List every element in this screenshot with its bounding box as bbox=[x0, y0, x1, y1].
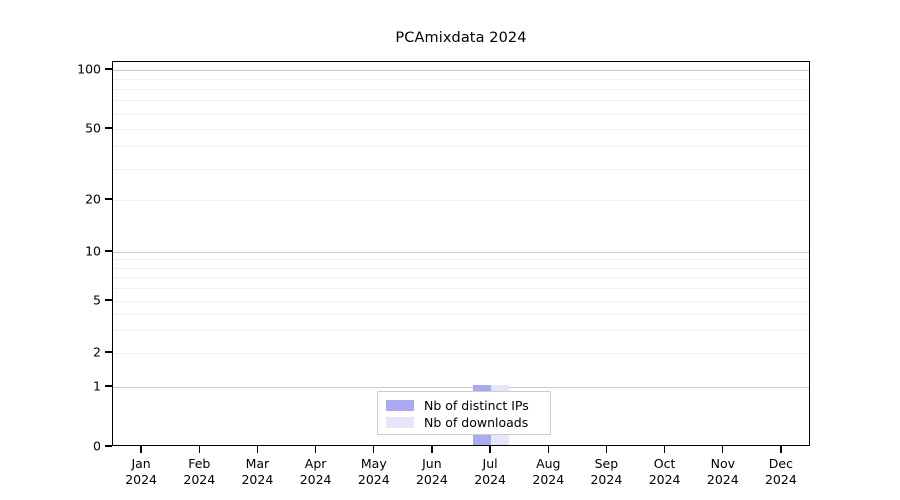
y-axis-tick-label: 2 bbox=[93, 344, 101, 360]
gridline-minor bbox=[113, 267, 809, 269]
legend-label-distinct-ips: Nb of distinct IPs bbox=[424, 398, 529, 413]
x-axis-tick-year: 2024 bbox=[125, 471, 157, 487]
x-axis-tick-month: Jul bbox=[482, 456, 498, 471]
x-axis-tick-year: 2024 bbox=[357, 471, 390, 487]
gridline-minor bbox=[113, 113, 809, 115]
gridline-major bbox=[113, 387, 809, 388]
x-axis-tick-mark bbox=[489, 446, 491, 453]
y-axis-tick-mark bbox=[105, 351, 112, 353]
x-axis-tick-mark bbox=[314, 446, 317, 453]
x-axis-tick-label: Jun 2024 bbox=[392, 456, 472, 487]
x-axis-tick-month: Aug bbox=[536, 456, 561, 471]
y-axis-tick-mark bbox=[105, 385, 112, 387]
x-axis-tick-year: 2024 bbox=[241, 471, 274, 487]
gridline-minor bbox=[113, 277, 809, 279]
x-axis-tick-label: Mar 2024 bbox=[217, 456, 297, 487]
legend-item-downloads[interactable]: Nb of downloads bbox=[386, 414, 542, 431]
y-axis-tick-label: 100 bbox=[77, 61, 101, 77]
x-axis-tick-label: Nov 2024 bbox=[683, 456, 763, 487]
x-axis-tick-year: 2024 bbox=[764, 471, 797, 487]
x-axis-tick-year: 2024 bbox=[299, 471, 332, 487]
legend-label-downloads: Nb of downloads bbox=[424, 415, 529, 430]
y-axis-tick-label: 20 bbox=[85, 191, 101, 207]
gridline-minor bbox=[113, 146, 809, 148]
x-axis-tick-mark bbox=[663, 446, 666, 453]
x-axis-tick-month: Dec bbox=[768, 456, 793, 471]
gridline-minor bbox=[113, 259, 809, 261]
gridline-minor bbox=[113, 89, 809, 90]
x-axis-tick-mark bbox=[722, 446, 724, 453]
y-axis-tick-label: 10 bbox=[85, 243, 101, 259]
x-axis-tick-month: Feb bbox=[188, 456, 211, 471]
x-axis-tick-month: Mar bbox=[245, 456, 270, 471]
chart-legend: Nb of distinct IPs Nb of downloads bbox=[377, 391, 551, 435]
y-axis-tick-mark bbox=[105, 250, 112, 252]
x-axis-tick-label: Dec 2024 bbox=[741, 456, 821, 487]
x-axis-tick-label: Aug 2024 bbox=[508, 456, 588, 487]
x-axis-tick-month: Jan bbox=[131, 456, 151, 471]
gridline-minor bbox=[113, 168, 809, 170]
x-axis-tick-label: Apr 2024 bbox=[276, 456, 356, 487]
gridline-minor bbox=[113, 129, 809, 130]
chart-title: PCAmixdata 2024 bbox=[395, 30, 527, 46]
x-axis-tick-year: 2024 bbox=[532, 471, 565, 487]
y-axis-tick-label: 1 bbox=[93, 378, 101, 394]
gridline-major bbox=[113, 70, 809, 71]
y-axis-tick-labels: 0 1 2 5 10 20 50 100 bbox=[38, 0, 101, 500]
x-axis-tick-label: Sep 2024 bbox=[566, 456, 646, 487]
x-axis-tick-year: 2024 bbox=[474, 471, 506, 487]
x-axis-tick-year: 2024 bbox=[648, 471, 681, 487]
x-axis-tick-year: 2024 bbox=[183, 471, 216, 487]
gridline-minor bbox=[113, 313, 809, 315]
gridline-major bbox=[113, 252, 809, 253]
x-axis-tick-year: 2024 bbox=[706, 471, 739, 487]
legend-item-distinct-ips[interactable]: Nb of distinct IPs bbox=[386, 397, 542, 414]
x-axis-tick-mark bbox=[547, 446, 549, 453]
y-axis-tick-mark bbox=[105, 445, 112, 447]
legend-swatch-distinct-ips bbox=[386, 400, 414, 411]
gridline-minor bbox=[113, 301, 809, 302]
x-axis-tick-year: 2024 bbox=[415, 471, 448, 487]
gridline-minor bbox=[113, 200, 809, 201]
x-axis-tick-mark bbox=[198, 446, 200, 453]
x-axis-tick-mark bbox=[431, 446, 433, 453]
gridline-minor bbox=[113, 330, 809, 331]
gridline-minor bbox=[113, 79, 809, 80]
x-axis-tick-month: Nov bbox=[710, 456, 735, 471]
x-axis-tick-month: Oct bbox=[653, 456, 676, 471]
legend-swatch-downloads bbox=[386, 417, 414, 428]
x-axis-tick-mark bbox=[256, 446, 259, 453]
y-axis-tick-label: 50 bbox=[85, 120, 101, 136]
y-axis-tick-mark bbox=[105, 68, 112, 70]
x-axis-tick-month: Jun bbox=[422, 456, 442, 471]
x-axis-tick-mark bbox=[605, 446, 608, 453]
plot-area bbox=[112, 61, 810, 446]
x-axis-tick-mark bbox=[373, 446, 375, 453]
y-axis-tick-mark bbox=[105, 127, 112, 129]
gridline-minor bbox=[113, 100, 809, 102]
x-axis-tick-month: Apr bbox=[304, 456, 327, 471]
gridline-minor bbox=[113, 353, 809, 354]
y-axis-tick-mark bbox=[105, 299, 112, 301]
x-axis-tick-label: Oct 2024 bbox=[625, 456, 705, 487]
x-axis-tick-month: May bbox=[360, 456, 387, 471]
x-axis-tick-mark bbox=[780, 446, 782, 453]
x-axis-tick-month: Sep bbox=[594, 456, 619, 471]
x-axis-tick-label: Feb 2024 bbox=[159, 456, 239, 487]
x-axis-tick-mark bbox=[140, 446, 142, 453]
x-axis-tick-label: May 2024 bbox=[334, 456, 414, 487]
x-axis-tick-year: 2024 bbox=[590, 471, 623, 487]
y-axis-tick-label: 5 bbox=[93, 292, 101, 308]
y-axis-tick-mark bbox=[105, 198, 112, 200]
gridline-minor bbox=[113, 288, 809, 290]
y-axis-tick-label: 0 bbox=[93, 438, 101, 454]
x-axis-tick-label: Jul 2024 bbox=[450, 456, 530, 487]
x-axis-tick-label: Jan 2024 bbox=[101, 456, 181, 487]
